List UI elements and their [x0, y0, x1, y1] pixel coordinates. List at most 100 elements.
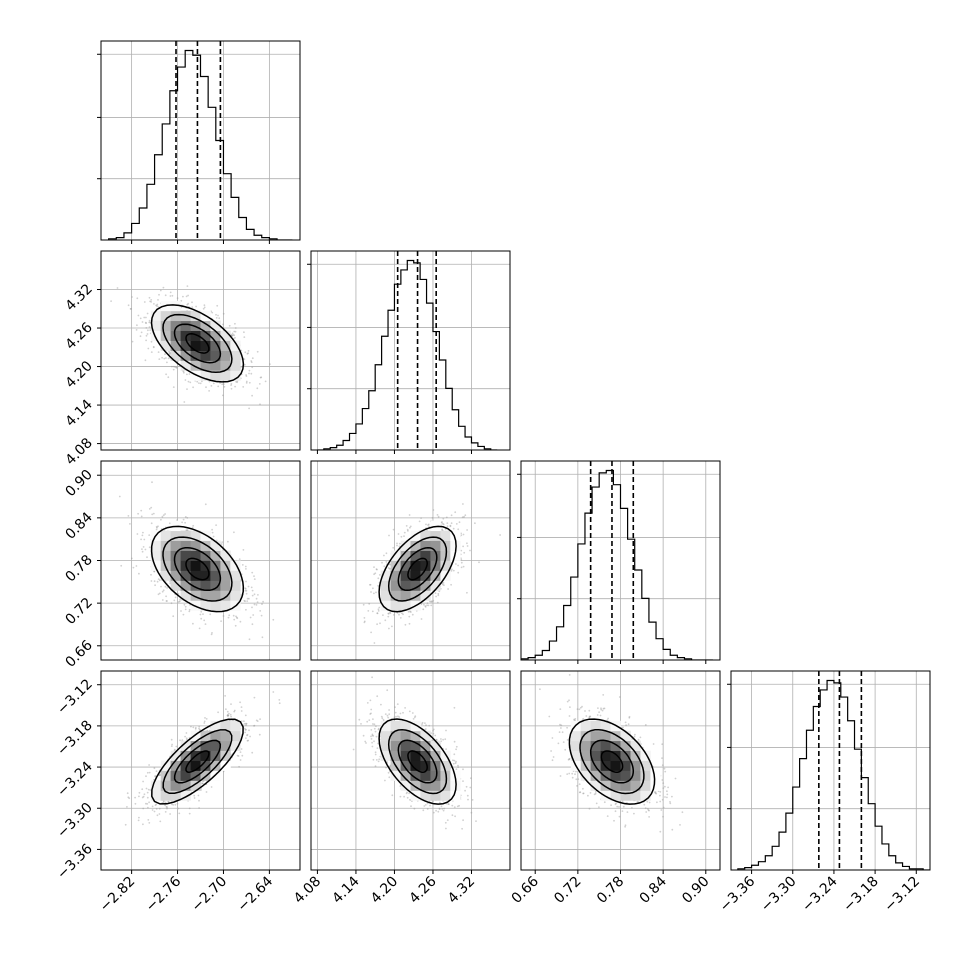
density-cell [220, 590, 231, 601]
sample-point [186, 303, 189, 306]
density-cell [200, 360, 211, 371]
sample-point [245, 380, 248, 383]
sample-point [260, 376, 263, 379]
sample-point [407, 610, 410, 613]
axes-frame [100, 250, 301, 451]
y-tick-label: 0.66 [62, 637, 95, 670]
contour-line [173, 323, 222, 364]
sample-point [118, 495, 121, 498]
sample-point [202, 307, 205, 310]
sample-point [156, 303, 159, 306]
sample-point [184, 521, 187, 524]
sample-point [173, 599, 176, 602]
sample-point [165, 357, 167, 359]
density-cell [220, 350, 231, 361]
sample-point [144, 548, 147, 551]
sample-point [150, 580, 153, 582]
sample-point [170, 602, 173, 605]
sample-point [376, 623, 378, 626]
sample-point [376, 612, 379, 615]
sample-point [198, 382, 200, 384]
sample-point [420, 618, 423, 620]
sample-point [460, 549, 463, 552]
sample-point [251, 357, 254, 360]
sample-point [188, 812, 191, 815]
density-cell [400, 560, 411, 571]
sample-point [155, 304, 158, 307]
sample-point [478, 561, 480, 564]
sample-point [171, 365, 173, 368]
sample-point [157, 578, 160, 580]
sample-point [184, 605, 187, 608]
sample-point [245, 375, 248, 377]
y-tick-label: 0.90 [62, 467, 95, 500]
sample-point [220, 543, 223, 545]
sample-point [399, 617, 402, 619]
density-cell [180, 340, 191, 351]
sample-point [385, 561, 388, 563]
sample-point [250, 372, 253, 375]
sample-point [442, 582, 445, 584]
sample-point [211, 528, 214, 531]
sample-point [174, 803, 177, 806]
sample-point [272, 618, 275, 621]
sample-point [455, 523, 458, 525]
sample-point [182, 295, 184, 298]
sample-point [222, 312, 225, 315]
density-cell [190, 350, 201, 361]
sample-point [188, 610, 191, 613]
sample-point [131, 296, 133, 298]
sample-point [234, 624, 237, 627]
sample-point [204, 717, 206, 719]
sample-point [143, 316, 146, 319]
sample-point [191, 306, 194, 308]
density-cell [430, 520, 441, 532]
sample-point [184, 608, 187, 611]
contour-line [378, 525, 457, 613]
sample-point [161, 515, 164, 518]
histogram-step [108, 49, 293, 240]
sample-point [215, 524, 218, 526]
sample-point [369, 583, 372, 586]
sample-point [158, 293, 160, 296]
density-cell [150, 540, 162, 551]
sample-point [258, 383, 261, 385]
sample-point [168, 353, 171, 355]
density-cell [180, 570, 191, 581]
sample-point [175, 367, 178, 369]
sample-point [203, 304, 206, 307]
sample-point [173, 748, 176, 751]
sample-point [141, 548, 143, 550]
sample-point [187, 380, 190, 383]
sample-point [264, 380, 267, 383]
sample-point [160, 585, 162, 588]
sample-point [255, 604, 258, 606]
sample-point [245, 722, 247, 725]
contour-line [150, 525, 245, 613]
sample-point [442, 517, 445, 520]
sample-point [245, 382, 248, 384]
contour-line [173, 546, 222, 592]
density-cell [220, 370, 231, 381]
sample-point [437, 594, 440, 597]
sample-point [231, 332, 234, 335]
sample-point [377, 610, 380, 612]
sample-point [236, 617, 239, 620]
sample-point [454, 511, 457, 514]
sample-point [436, 514, 439, 516]
sample-point [234, 336, 236, 339]
sample-point [243, 331, 245, 334]
density-cell [150, 560, 162, 571]
sample-point [146, 312, 149, 315]
sample-point [148, 296, 151, 299]
density-cell [410, 570, 421, 581]
sample-point [388, 627, 390, 630]
density-cell [190, 560, 201, 571]
sample-point [155, 528, 158, 531]
sample-point [398, 613, 400, 616]
sample-point [136, 533, 139, 535]
sample-point [149, 329, 152, 331]
sample-point [246, 597, 249, 600]
sample-point [389, 611, 391, 614]
density-cell [180, 360, 191, 371]
